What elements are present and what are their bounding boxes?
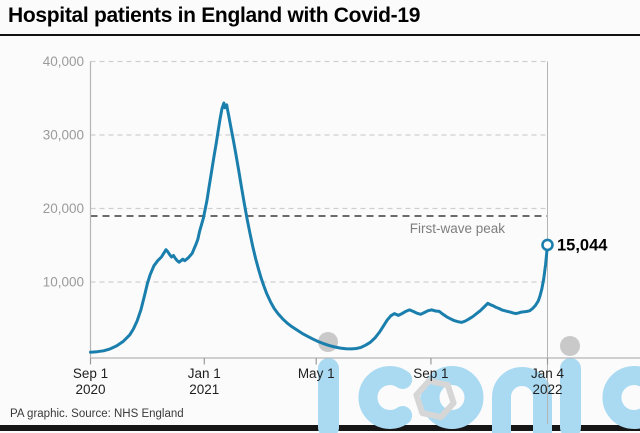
watermark-hexagon — [413, 377, 457, 421]
watermark-i-stem — [318, 358, 339, 433]
y-axis-label: 20,000 — [43, 201, 84, 216]
y-axis-label: 40,000 — [43, 54, 84, 69]
watermark-i2-dot — [560, 336, 580, 356]
y-axis-label: 10,000 — [43, 275, 84, 290]
chart-title: Hospital patients in England with Covid-… — [8, 4, 421, 27]
x-axis-label: Jan 4 — [531, 366, 565, 381]
title-divider — [0, 34, 640, 36]
x-axis-label: Sep 1 — [413, 366, 448, 381]
x-axis-label: 2022 — [532, 382, 562, 397]
watermark-o — [420, 366, 484, 429]
y-axis-label: 30,000 — [43, 128, 84, 143]
watermark-i2-stem — [560, 358, 581, 433]
watermark-n — [492, 367, 552, 433]
first-wave-label: First-wave peak — [410, 221, 506, 236]
end-marker — [541, 238, 554, 252]
end-value-label: 15,044 — [557, 236, 608, 254]
x-axis-label: 2020 — [75, 382, 105, 397]
watermark-c — [358, 366, 413, 429]
x-axis-label: 2021 — [189, 382, 219, 397]
x-axis-label: Sep 1 — [73, 366, 108, 381]
data-line — [89, 101, 549, 354]
source-note: PA graphic. Source: NHS England — [10, 408, 184, 420]
x-axis-label: Jan 1 — [188, 366, 221, 381]
x-axis-label: May 1 — [298, 366, 335, 381]
watermark-c2 — [602, 366, 640, 429]
